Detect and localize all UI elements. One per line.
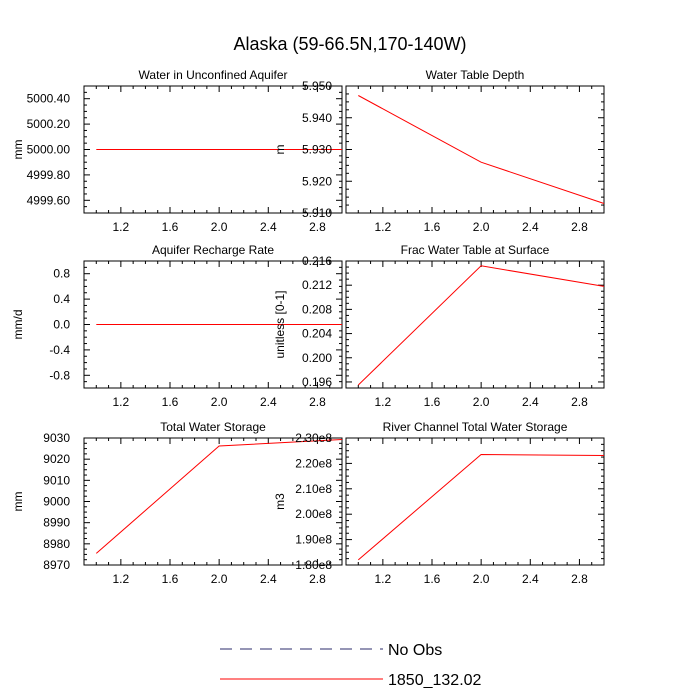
x-tick-label: 1.2 <box>113 572 130 586</box>
panel-title: Water Table Depth <box>426 68 525 82</box>
y-axis-label: mm/d <box>11 310 25 340</box>
figure-title: Alaska (59-66.5N,170-140W) <box>233 34 466 54</box>
y-tick-label: 0.196 <box>302 375 332 389</box>
x-tick-label: 1.6 <box>424 220 441 234</box>
y-tick-label: -0.4 <box>49 343 70 357</box>
y-tick-label: 2.30e8 <box>295 431 332 445</box>
x-tick-label: 1.6 <box>162 572 179 586</box>
y-tick-label: 8970 <box>43 558 70 572</box>
x-tick-label: 2.8 <box>571 395 588 409</box>
chart-panel-3: Aquifer Recharge Rate mm/d 1.2 1.6 2.0 2.4 2.8… <box>11 243 343 409</box>
x-tick-label: 2.4 <box>260 220 277 234</box>
series-line <box>95 439 343 554</box>
y-tick-label: 5.950 <box>302 79 332 93</box>
y-tick-label: 5.940 <box>302 111 332 125</box>
y-axis-label: unitless [0-1] <box>273 290 287 358</box>
y-tick-label: 5000.40 <box>27 92 71 106</box>
x-tick-label: 2.0 <box>211 395 228 409</box>
panel-title: Total Water Storage <box>160 420 266 434</box>
y-tick-label: 8980 <box>43 537 70 551</box>
y-tick-label: 1.80e8 <box>295 558 332 572</box>
x-tick-label: 1.2 <box>375 220 392 234</box>
x-tick-label: 2.8 <box>309 220 326 234</box>
y-tick-label: 9030 <box>43 431 70 445</box>
x-tick-label: 2.4 <box>522 572 539 586</box>
y-tick-label: 2.20e8 <box>295 456 332 470</box>
x-tick-label: 2.8 <box>571 572 588 586</box>
x-tick-label: 2.0 <box>473 220 490 234</box>
chart-panel-4: Frac Water Table at Surface unitless [0-1… <box>273 243 605 409</box>
y-tick-label: 4999.80 <box>27 168 71 182</box>
y-tick-label: 0.200 <box>302 351 332 365</box>
legend-label-2: 1850_132.02 <box>388 672 482 689</box>
y-tick-label: 9020 <box>43 452 70 466</box>
x-tick-label: 2.0 <box>211 572 228 586</box>
series-line <box>357 453 605 561</box>
x-tick-label: 2.4 <box>522 220 539 234</box>
x-tick-label: 1.6 <box>162 395 179 409</box>
panel-title: River Channel Total Water Storage <box>383 420 568 434</box>
x-tick-label: 2.0 <box>211 220 228 234</box>
chart-panel-5: Total Water Storage mm 1.2 1.6 2.0 2.4 2.8 8970… <box>11 420 343 586</box>
plot-frame <box>345 260 605 389</box>
x-tick-label: 1.6 <box>424 572 441 586</box>
y-tick-label: 0.8 <box>53 267 70 281</box>
chart-panel-1: Water in Unconfined Aquifer mm 1.2 1.6 2.0 2.… <box>11 68 343 234</box>
y-tick-label: 0.204 <box>302 327 332 341</box>
x-tick-label: 2.4 <box>522 395 539 409</box>
panel-title: Water in Unconfined Aquifer <box>139 68 288 82</box>
y-tick-label: 0.4 <box>53 292 70 306</box>
plot-frame <box>345 437 605 566</box>
x-tick-label: 1.2 <box>113 395 130 409</box>
y-tick-label: 5.920 <box>302 174 332 188</box>
x-tick-label: 1.2 <box>375 395 392 409</box>
y-tick-label: 5000.20 <box>27 117 71 131</box>
y-tick-label: -0.8 <box>49 368 70 382</box>
x-tick-label: 1.6 <box>424 395 441 409</box>
series-line <box>358 95 605 204</box>
x-tick-label: 1.6 <box>162 220 179 234</box>
y-tick-label: 2.10e8 <box>295 482 332 496</box>
legend-label-1: No Obs <box>388 642 442 659</box>
y-axis-label: mm <box>11 492 25 512</box>
x-tick-label: 2.0 <box>473 395 490 409</box>
y-tick-label: 0.212 <box>302 278 332 292</box>
y-tick-label: 9010 <box>43 473 70 487</box>
x-tick-label: 1.2 <box>375 572 392 586</box>
y-tick-label: 0.216 <box>302 254 332 268</box>
x-tick-label: 2.8 <box>309 572 326 586</box>
panel-title: Frac Water Table at Surface <box>401 243 550 257</box>
x-tick-label: 1.2 <box>113 220 130 234</box>
panels-group: Water in Unconfined Aquifer mm 1.2 1.6 2.0 2.… <box>11 68 605 586</box>
y-tick-label: 5.930 <box>302 143 332 157</box>
y-tick-label: 0.0 <box>53 318 70 332</box>
y-tick-label: 2.00e8 <box>295 507 332 521</box>
plot-frame <box>345 85 605 214</box>
x-tick-label: 2.8 <box>309 395 326 409</box>
y-tick-label: 0.208 <box>302 302 332 316</box>
panel-title: Aquifer Recharge Rate <box>152 243 274 257</box>
y-axis-label: mm <box>11 140 25 160</box>
y-tick-label: 5000.00 <box>27 143 71 157</box>
x-tick-label: 2.4 <box>260 572 277 586</box>
y-tick-label: 1.90e8 <box>295 533 332 547</box>
y-axis-label: m3 <box>273 493 287 510</box>
x-tick-label: 2.4 <box>260 395 277 409</box>
y-tick-label: 4999.60 <box>27 193 71 207</box>
x-tick-label: 2.0 <box>473 572 490 586</box>
x-tick-label: 2.8 <box>571 220 588 234</box>
chart-panel-6: River Channel Total Water Storage m3 1.2 1.… <box>273 420 605 586</box>
legend: No Obs 1850_132.02 <box>220 642 482 689</box>
y-tick-label: 9000 <box>43 495 70 509</box>
y-tick-label: 8990 <box>43 516 70 530</box>
series-line <box>357 265 605 386</box>
y-axis-label: m <box>273 145 287 155</box>
y-tick-label: 5.910 <box>302 206 332 220</box>
